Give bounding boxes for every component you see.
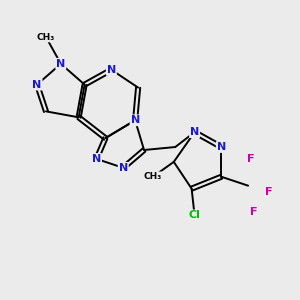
Text: N: N	[107, 65, 116, 75]
Text: F: F	[250, 207, 258, 218]
Text: F: F	[247, 154, 255, 164]
Text: N: N	[118, 163, 128, 173]
Text: CH₃: CH₃	[37, 33, 55, 42]
Text: CH₃: CH₃	[144, 172, 162, 181]
Text: N: N	[56, 59, 65, 69]
Text: N: N	[190, 127, 199, 137]
Text: F: F	[265, 187, 273, 196]
Text: N: N	[92, 154, 101, 164]
Text: N: N	[32, 80, 42, 90]
Text: N: N	[217, 142, 226, 152]
Text: N: N	[130, 115, 140, 125]
Text: Cl: Cl	[189, 210, 200, 220]
